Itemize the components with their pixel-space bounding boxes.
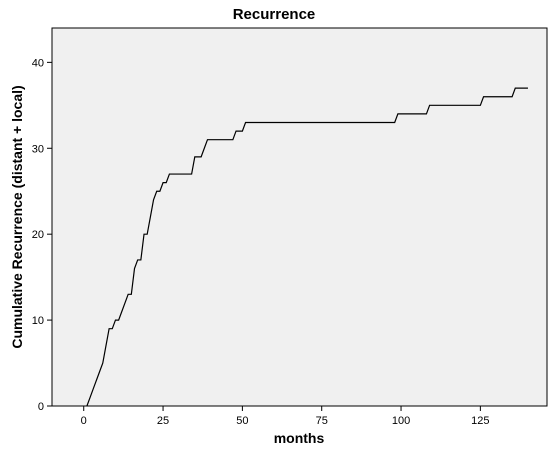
y-axis-label: Cumulative Recurrence (distant + local) [9,85,25,348]
y-tick-label: 0 [38,401,44,413]
y-tick-label: 30 [32,143,44,155]
x-tick-label: 75 [316,415,328,427]
x-tick-label: 50 [236,415,248,427]
cumulative-recurrence-line [86,87,528,407]
x-axis-ticks: 0 25 50 75 100 125 [81,406,490,427]
y-tick-label: 10 [32,315,44,327]
x-tick-label: 25 [157,415,169,427]
x-tick-label: 0 [81,415,87,427]
y-tick-label: 20 [32,229,44,241]
x-tick-label: 125 [471,415,489,427]
x-tick-label: 100 [392,415,410,427]
chart-title: Recurrence [233,6,316,23]
plot-area [51,27,548,407]
y-tick-label: 40 [32,57,44,69]
y-axis-ticks: 0 10 20 30 40 [32,57,52,413]
x-axis-label: months [274,430,325,446]
